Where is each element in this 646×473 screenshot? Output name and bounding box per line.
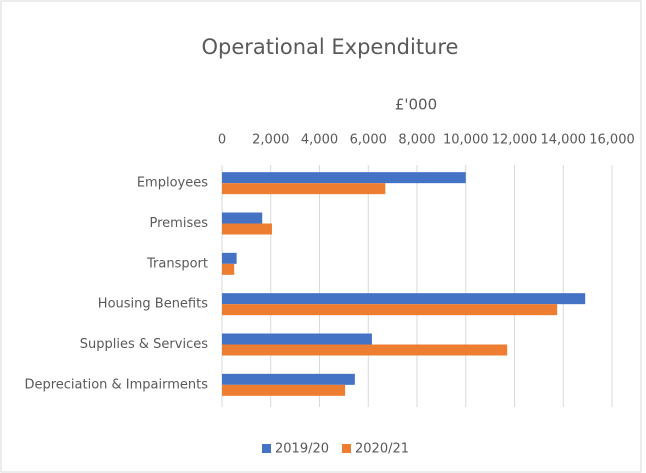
x-tick-label: 14,000 (541, 133, 587, 148)
legend-label: 2020/21 (355, 442, 409, 457)
bar (222, 172, 466, 184)
x-tick-label: 0 (218, 133, 226, 148)
bar (222, 183, 386, 195)
bar (222, 384, 346, 396)
x-tick-label: 2,000 (252, 133, 289, 148)
y-tick-label: Depreciation & Impairments (24, 377, 208, 392)
y-tick-label: Employees (137, 176, 208, 191)
bar (222, 373, 355, 385)
x-tick-label: 4,000 (301, 133, 338, 148)
x-tick-label: 12,000 (492, 133, 538, 148)
legend-swatch (262, 444, 271, 453)
bar (222, 304, 558, 316)
x-tick-label: 8,000 (398, 133, 435, 148)
y-tick-label: Housing Benefits (98, 297, 208, 312)
bar (222, 293, 586, 305)
bar (222, 344, 508, 356)
y-tick-label: Supplies & Services (80, 337, 208, 352)
legend-label: 2019/20 (275, 442, 329, 457)
x-tick-label: 10,000 (443, 133, 489, 148)
legend-swatch (342, 444, 351, 453)
bar (222, 212, 263, 224)
bar (222, 263, 235, 275)
bar (222, 252, 237, 264)
x-tick-label: 6,000 (350, 133, 387, 148)
y-tick-label: Transport (146, 256, 208, 271)
y-tick-label: Premises (150, 216, 209, 231)
axis-label: £'000 (395, 96, 437, 114)
chart-title: Operational Expenditure (202, 35, 459, 59)
bar (222, 333, 372, 345)
x-tick-label: 16,000 (589, 133, 635, 148)
bar (222, 223, 272, 235)
